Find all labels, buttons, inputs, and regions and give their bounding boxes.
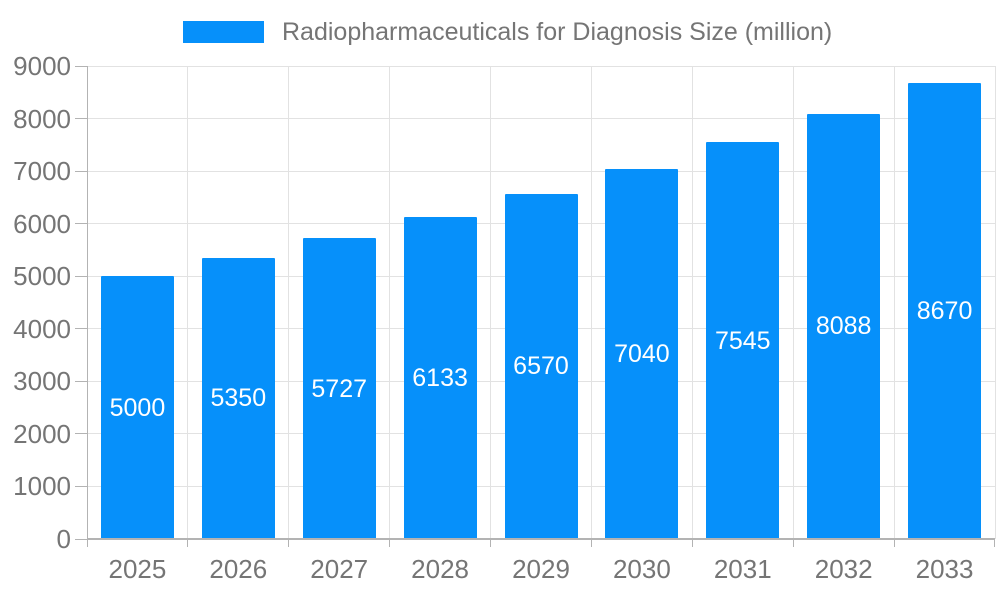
x-axis-label: 2028 [411, 554, 470, 584]
x-gridline [590, 66, 592, 539]
y-axis-label: 9000 [13, 51, 71, 81]
x-axis-label: 2027 [310, 554, 369, 584]
bar-value-label: 5000 [109, 393, 166, 422]
y-axis-tick [75, 118, 87, 120]
x-axis-tick [993, 539, 995, 547]
y-axis-label: 5000 [13, 261, 71, 292]
bar [605, 169, 679, 539]
y-axis-tick [75, 223, 87, 225]
x-axis-line [87, 538, 995, 540]
y-axis-tick [75, 380, 87, 382]
y-axis-tick [75, 275, 87, 277]
bar-value-label: 7545 [714, 326, 771, 355]
y-axis-tick [75, 433, 87, 435]
x-gridline [792, 66, 794, 539]
y-axis-line [87, 66, 88, 539]
y-axis-label: 8000 [13, 103, 71, 134]
bar [908, 83, 982, 539]
y-gridline [87, 118, 995, 120]
x-axis-tick [288, 539, 290, 547]
x-axis-label: 2026 [209, 554, 268, 584]
y-axis-label: 0 [56, 524, 71, 554]
x-axis-tick [86, 539, 88, 547]
x-gridline [490, 66, 492, 539]
y-axis-label: 4000 [13, 313, 71, 344]
bar-value-label: 7040 [614, 340, 670, 368]
bar-value-label: 8088 [815, 312, 872, 341]
x-axis-label: 2029 [512, 554, 570, 584]
x-axis-tick [792, 539, 794, 547]
y-axis-tick [75, 328, 87, 330]
x-gridline [187, 66, 189, 539]
legend-swatch [183, 21, 264, 43]
y-axis-tick [75, 538, 87, 540]
bar-value-label: 5727 [311, 374, 368, 403]
legend-label: Radiopharmaceuticals for Diagnosis Size … [282, 18, 833, 46]
bar [403, 216, 477, 539]
x-axis-tick [691, 539, 693, 547]
bar-value-label: 8670 [916, 297, 973, 326]
y-gridline [87, 65, 995, 67]
bar [504, 193, 578, 539]
x-axis-tick [187, 539, 189, 547]
x-axis-tick [893, 539, 895, 547]
x-axis-tick [490, 539, 492, 547]
bar-value-label: 6133 [412, 363, 468, 392]
bar-value-label: 5350 [210, 384, 267, 413]
x-axis-tick [389, 539, 391, 547]
x-axis-label: 2032 [814, 554, 873, 584]
y-axis-tick [75, 65, 87, 67]
y-axis-tick [75, 170, 87, 172]
x-gridline [691, 66, 693, 539]
x-gridline [994, 66, 996, 539]
x-axis-label: 2025 [108, 554, 167, 584]
chart-legend: Radiopharmaceuticals for Diagnosis Size … [183, 18, 833, 46]
x-axis-tick [590, 539, 592, 547]
bar [201, 257, 275, 539]
x-gridline [893, 66, 895, 539]
x-axis-label: 2033 [915, 554, 974, 584]
x-gridline [288, 66, 290, 539]
x-axis-label: 2031 [713, 554, 772, 584]
y-axis-label: 6000 [13, 208, 71, 239]
y-axis-label: 3000 [13, 366, 71, 397]
y-axis-label: 7000 [13, 156, 71, 187]
bar [100, 276, 174, 539]
bar [706, 142, 780, 539]
bar [302, 238, 376, 539]
y-axis-label: 1000 [13, 471, 71, 502]
plot-area: 0 1000 2000 3000 4000 5000 6000 7000 8000 9000 500… [13, 53, 996, 582]
bar-value-label: 6570 [513, 352, 569, 381]
y-axis-tick [75, 485, 87, 487]
y-gridline [87, 170, 995, 172]
y-axis-label: 2000 [13, 418, 71, 449]
x-axis-label: 2030 [612, 554, 671, 584]
bar [807, 113, 881, 539]
x-gridline [389, 66, 391, 539]
